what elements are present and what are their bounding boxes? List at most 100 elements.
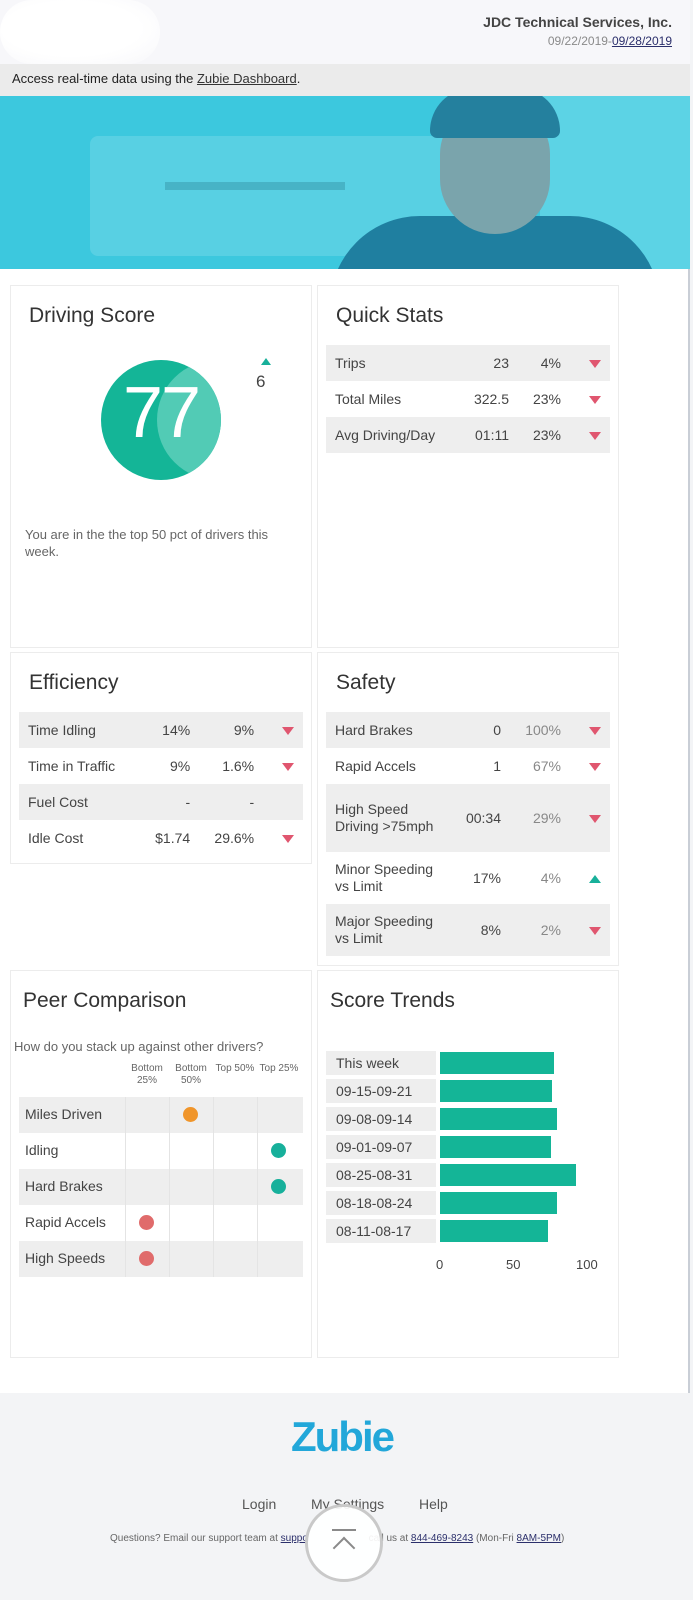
trend-category-label: 08-11-08-17 bbox=[326, 1219, 436, 1243]
help-link[interactable]: Help bbox=[419, 1496, 448, 1512]
stat-label: Minor Speeding vs Limit bbox=[335, 861, 434, 894]
trend-category-label: 08-25-08-31 bbox=[326, 1163, 436, 1187]
peer-grid-cell bbox=[257, 1241, 301, 1277]
triangle-down-icon bbox=[589, 360, 601, 368]
stat-value: - bbox=[146, 784, 200, 820]
trend-category-label: 09-15-09-21 bbox=[326, 1079, 436, 1103]
dashboard-notice: Access real-time data using the Zubie Da… bbox=[0, 64, 690, 96]
peer-grid-cell bbox=[257, 1097, 301, 1133]
peer-row: Rapid Accels bbox=[19, 1205, 303, 1241]
trend-bar bbox=[440, 1052, 554, 1074]
peer-row: Idling bbox=[19, 1133, 303, 1169]
stat-label: Hard Brakes bbox=[326, 712, 454, 748]
table-row: High Speed Driving >75mph 00:34 29% bbox=[326, 784, 610, 852]
van-lettering-shape bbox=[165, 182, 345, 190]
score-trends-card: Score Trends This week 09-15-09-21 09-08-0… bbox=[317, 970, 619, 1358]
phone-link[interactable]: 844-469-8243 bbox=[410, 1533, 474, 1544]
trend-bar bbox=[440, 1192, 557, 1214]
scroll-to-top-button[interactable] bbox=[305, 1504, 383, 1582]
peer-column-header: Bottom 25% bbox=[131, 1063, 163, 1086]
efficiency-title: Efficiency bbox=[29, 671, 119, 694]
table-row: Minor Speeding vs Limit 17% 4% bbox=[326, 852, 610, 904]
support-note: Questions? Email our support team at sup… bbox=[110, 1533, 565, 1544]
triangle-down-icon bbox=[589, 815, 601, 823]
stat-pct: 4% bbox=[518, 345, 570, 381]
login-link[interactable]: Login bbox=[242, 1496, 277, 1512]
hours-link[interactable]: 8AM-5PM bbox=[516, 1533, 561, 1544]
peer-grid-cell bbox=[257, 1205, 301, 1241]
table-row: Fuel Cost - - bbox=[19, 784, 303, 820]
trend-axis-tick: 0 bbox=[436, 1257, 444, 1272]
stat-value: 0 bbox=[454, 712, 510, 748]
peer-dot bbox=[139, 1215, 154, 1230]
footer: Zubie Login My Settings Help Questions? … bbox=[0, 1393, 690, 1600]
table-row: Time in Traffic 9% 1.6% bbox=[19, 748, 303, 784]
efficiency-card: Efficiency Time Idling 14% 9% Time in Tr… bbox=[10, 652, 312, 864]
score-description: You are in the the top 50 pct of drivers… bbox=[25, 527, 269, 559]
stat-pct: 9% bbox=[199, 712, 264, 748]
peer-row: Miles Driven bbox=[19, 1097, 303, 1133]
trend-bar bbox=[440, 1136, 551, 1158]
score-trends-title: Score Trends bbox=[330, 989, 455, 1012]
stat-label: Major Speeding vs Limit bbox=[326, 904, 454, 956]
stat-value: 01:11 bbox=[456, 417, 518, 453]
stat-label: Time Idling bbox=[19, 712, 147, 748]
stat-value: $1.74 bbox=[155, 830, 191, 846]
peer-dot bbox=[271, 1179, 286, 1194]
peer-question: How do you stack up against other driver… bbox=[14, 1039, 264, 1054]
table-row: Rapid Accels 1 67% bbox=[326, 748, 610, 784]
zubie-dashboard-link[interactable]: Zubie Dashboard bbox=[196, 71, 297, 86]
support-email-link[interactable]: suppo bbox=[280, 1533, 308, 1544]
triangle-up-icon bbox=[589, 875, 601, 883]
notice-text: Access real-time data using the bbox=[12, 71, 197, 86]
peer-grid-cell bbox=[169, 1241, 213, 1277]
peer-grid-cell bbox=[213, 1133, 257, 1169]
driving-score-title: Driving Score bbox=[29, 304, 156, 327]
header: JDC Technical Services, Inc. 09/22/2019-… bbox=[0, 0, 690, 64]
notice-suffix: . bbox=[296, 71, 301, 86]
triangle-down-icon bbox=[282, 835, 294, 843]
triangle-down-icon bbox=[589, 927, 601, 935]
date-end-link[interactable]: 09/28/2019 bbox=[611, 34, 672, 48]
stat-label: Fuel Cost bbox=[19, 784, 147, 820]
date-range: 09/22/2019-09/28/2019 bbox=[548, 34, 672, 48]
stat-pct: 100% bbox=[510, 712, 570, 748]
stat-value: 23 bbox=[456, 345, 518, 381]
peer-dot bbox=[139, 1251, 154, 1266]
stat-label: Idle Cost bbox=[28, 830, 84, 846]
triangle-down-icon bbox=[589, 432, 601, 440]
quick-stats-card: Quick Stats Trips 23 4% Total Miles 322.… bbox=[317, 285, 619, 648]
stat-pct: 67% bbox=[532, 758, 561, 774]
peer-grid-cell bbox=[169, 1205, 213, 1241]
stat-pct: 2% bbox=[510, 904, 570, 956]
stat-label: Trips bbox=[326, 345, 456, 381]
stat-label: Time in Traffic bbox=[28, 758, 116, 774]
trend-category-label: 09-01-09-07 bbox=[326, 1135, 436, 1159]
chevron-up-icon bbox=[332, 1536, 356, 1560]
table-row: Avg Driving/Day 01:11 23% bbox=[326, 417, 610, 453]
redacted-logo bbox=[0, 0, 160, 64]
peer-dot bbox=[183, 1107, 198, 1122]
stat-value: 8% bbox=[454, 904, 510, 956]
peer-grid-cell bbox=[213, 1097, 257, 1133]
peer-grid-cell bbox=[257, 1169, 301, 1205]
peer-grid-cell bbox=[169, 1169, 213, 1205]
peer-row-label: Miles Driven bbox=[25, 1106, 103, 1122]
peer-column-header: Top 50% bbox=[215, 1063, 255, 1074]
stat-value: 322.5 bbox=[473, 391, 509, 407]
stat-pct: - bbox=[199, 784, 264, 820]
driving-score-card: Driving Score 77 6 You are in the the to… bbox=[10, 285, 312, 648]
quick-stats-title: Quick Stats bbox=[336, 304, 444, 327]
hero-banner-image bbox=[0, 96, 690, 269]
scroll-top-bar-icon bbox=[332, 1529, 356, 1531]
trend-category-label: This week bbox=[326, 1051, 436, 1075]
peer-comparison-title: Peer Comparison bbox=[23, 989, 187, 1012]
trend-bar bbox=[440, 1164, 577, 1186]
peer-dot bbox=[271, 1143, 286, 1158]
trend-bar bbox=[440, 1108, 557, 1130]
peer-grid-cell bbox=[169, 1097, 213, 1133]
stat-pct: 29.6% bbox=[214, 830, 255, 846]
trend-axis-tick: 50 bbox=[506, 1257, 521, 1272]
stat-pct: 23% bbox=[518, 417, 570, 453]
